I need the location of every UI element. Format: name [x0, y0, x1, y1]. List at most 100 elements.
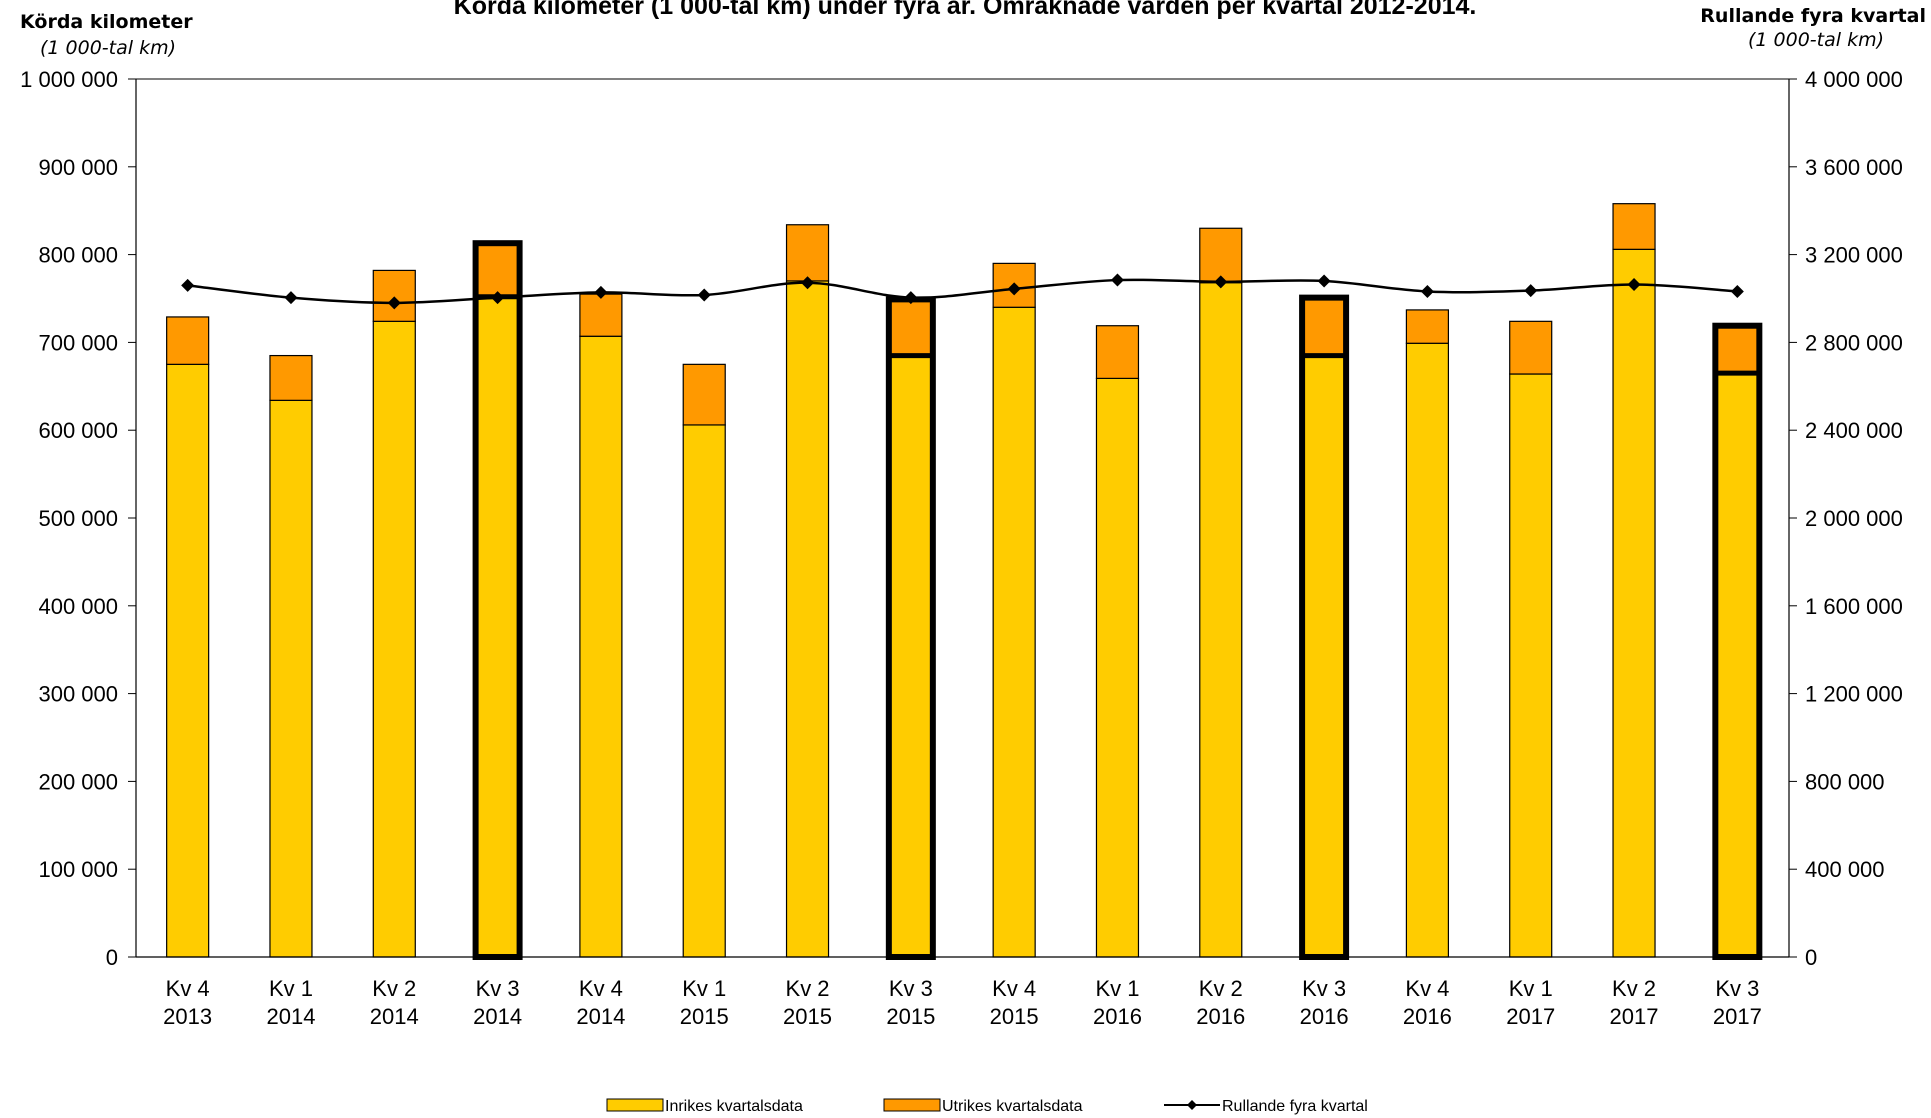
x-tick-label: Kv 3 2017: [1713, 976, 1762, 1029]
bar-utrikes: [372, 269, 416, 322]
plot-area: 0 100 000 200 000 300 000 400 000 500 000 600 …: [20, 67, 1903, 1029]
x-tick-label: Kv 1 2017: [1506, 976, 1555, 1029]
bar-inrikes: [682, 424, 726, 958]
legend-swatch-inrikes: [606, 1098, 664, 1112]
rolling-point: [1730, 284, 1744, 298]
right-tick-label: 1 200 000: [1805, 682, 1903, 707]
bar-inrikes: [785, 280, 830, 958]
rolling-point: [387, 296, 401, 310]
x-tick-label: Kv 2 2016: [1196, 976, 1245, 1029]
bar-utrikes: [1095, 325, 1140, 379]
bar-utrikes: [682, 363, 726, 426]
bar-inrikes: [1715, 372, 1759, 958]
left-axis-unit: (1 000-tal km): [40, 37, 176, 59]
rolling-point: [1110, 273, 1124, 287]
rolling-point: [284, 291, 298, 305]
bar-inrikes: [269, 399, 313, 958]
bar-utrikes: [269, 354, 313, 401]
rolling-point: [1627, 277, 1641, 291]
x-tick-label: Kv 4 2013: [163, 976, 212, 1029]
rolling-point: [594, 285, 608, 299]
left-tick-label: 100 000: [38, 857, 118, 882]
left-tick-label: 800 000: [38, 243, 118, 268]
right-tick-label: 2 000 000: [1805, 506, 1903, 531]
right-tick-label: 3 200 000: [1805, 243, 1903, 268]
right-axis-title: Rullande fyra kvartal: [1700, 5, 1926, 27]
right-tick-label: 2 800 000: [1805, 330, 1903, 355]
bar-utrikes: [1509, 320, 1553, 375]
rolling-point: [1317, 274, 1331, 288]
bar-utrikes: [1199, 227, 1243, 284]
bar-utrikes: [475, 242, 520, 298]
bar-utrikes: [1405, 309, 1450, 344]
right-axis-unit: (1 000-tal km): [1748, 29, 1884, 51]
rolling-point: [904, 291, 918, 305]
left-axis-title: Körda kilometer: [20, 11, 193, 33]
x-tick-label: Kv 1 2015: [680, 976, 729, 1029]
rolling-point: [697, 288, 711, 302]
legend-marker-rolling: [1187, 1100, 1197, 1110]
rolling-point: [1524, 284, 1538, 298]
bar-utrikes: [1715, 325, 1759, 374]
x-tick-label: Kv 3 2016: [1300, 976, 1349, 1029]
right-tick-label: 4 000 000: [1805, 67, 1903, 92]
bar-utrikes: [1302, 297, 1346, 357]
bar-inrikes: [1199, 282, 1243, 958]
right-tick-label: 1 600 000: [1805, 594, 1903, 619]
rolling-point: [1420, 284, 1434, 298]
bar-utrikes: [579, 293, 623, 337]
bar-inrikes: [1509, 373, 1553, 958]
bar-utrikes: [1612, 203, 1656, 250]
bar-utrikes: [166, 316, 210, 365]
x-tick-label: Kv 2 2015: [783, 976, 832, 1029]
bar-inrikes: [1612, 248, 1656, 958]
bar-inrikes: [372, 320, 416, 958]
rolling-point: [801, 276, 815, 290]
legend-label-utrikes: Utrikes kvartalsdata: [942, 1098, 1083, 1115]
left-tick-label: 900 000: [38, 155, 118, 180]
x-tick-label: Kv 4 2015: [990, 976, 1039, 1029]
left-tick-label: 700 000: [38, 330, 118, 355]
bar-utrikes: [785, 224, 830, 282]
right-tick-label: 3 600 000: [1805, 155, 1903, 180]
legend-label-rolling: Rullande fyra kvartal: [1222, 1098, 1368, 1115]
chart-title: Körda kilometer (1 000-tal km) under fyr…: [454, 0, 1477, 20]
x-tick-label: Kv 2 2017: [1610, 976, 1659, 1029]
bar-inrikes: [166, 363, 210, 958]
x-tick-label: Kv 4 2016: [1403, 976, 1452, 1029]
right-tick-label: 2 400 000: [1805, 418, 1903, 443]
x-tick-label: Kv 1 2016: [1093, 976, 1142, 1029]
rolling-point: [491, 291, 505, 305]
left-tick-label: 1 000 000: [20, 67, 118, 92]
rolling-point: [181, 278, 195, 292]
right-tick-label: 0: [1805, 945, 1817, 970]
left-tick-label: 0: [106, 945, 118, 970]
bar-inrikes: [475, 296, 520, 958]
right-tick-label: 800 000: [1805, 769, 1885, 794]
legend-label-inrikes: Inrikes kvartalsdata: [665, 1098, 803, 1115]
right-tick-label: 400 000: [1805, 857, 1885, 882]
left-tick-label: 500 000: [38, 506, 118, 531]
left-tick-label: 300 000: [38, 682, 118, 707]
x-tick-label: Kv 4 2014: [576, 976, 625, 1029]
bar-inrikes: [992, 306, 1036, 958]
bar-utrikes: [889, 298, 933, 357]
bar-inrikes: [889, 354, 933, 958]
left-tick-label: 600 000: [38, 418, 118, 443]
bar-inrikes: [1405, 342, 1450, 958]
legend-swatch-utrikes: [883, 1098, 941, 1112]
rolling-point: [1007, 282, 1021, 296]
legend: Inrikes kvartalsdata Utrikes kvartalsdata…: [606, 1098, 1368, 1115]
bar-inrikes: [1302, 354, 1346, 958]
x-tick-label: Kv 3 2015: [886, 976, 935, 1029]
rolling-line: [187, 278, 1738, 305]
left-tick-label: 200 000: [38, 769, 118, 794]
bar-inrikes: [1095, 377, 1140, 958]
x-tick-label: Kv 3 2014: [473, 976, 522, 1029]
bar-inrikes: [579, 335, 623, 958]
x-tick-label: Kv 2 2014: [370, 976, 419, 1029]
x-tick-label: Kv 1 2014: [266, 976, 315, 1029]
left-tick-label: 400 000: [38, 594, 118, 619]
rolling-point: [1214, 275, 1228, 289]
